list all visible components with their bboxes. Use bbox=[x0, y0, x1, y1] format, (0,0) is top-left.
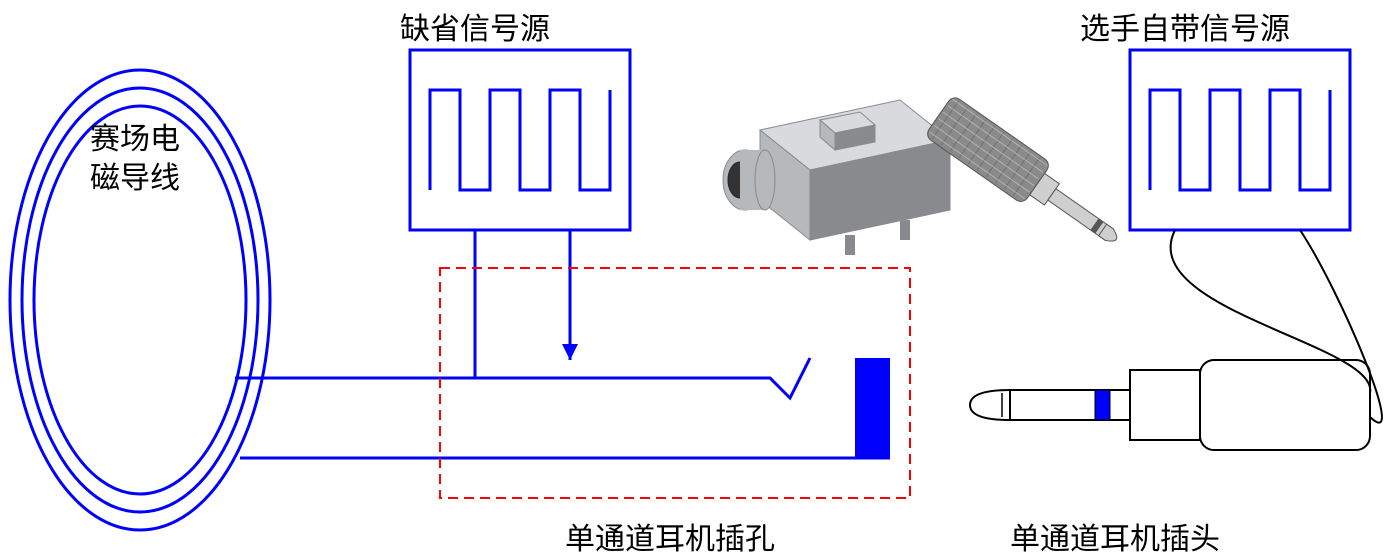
label-default-source: 缺省信号源 bbox=[400, 10, 550, 49]
jack-sleeve bbox=[855, 358, 890, 458]
default-signal-source bbox=[410, 50, 630, 230]
label-coil: 赛场电 磁导线 bbox=[90, 120, 180, 198]
label-player-source: 选手自带信号源 bbox=[1080, 10, 1290, 49]
audio-jack-3d-icon bbox=[723, 100, 950, 255]
jack-tip-contact bbox=[475, 358, 810, 398]
diagram-canvas bbox=[0, 0, 1388, 555]
arrow-down-icon bbox=[562, 344, 578, 360]
label-plug-caption: 单通道耳机插头 bbox=[1010, 520, 1220, 559]
label-jack-caption: 单通道耳机插孔 bbox=[565, 520, 775, 559]
audio-plug-3d-icon bbox=[924, 95, 1130, 260]
audio-plug-drawing bbox=[970, 230, 1382, 450]
player-signal-source bbox=[1130, 50, 1350, 230]
jack-dashed-box bbox=[440, 268, 910, 498]
